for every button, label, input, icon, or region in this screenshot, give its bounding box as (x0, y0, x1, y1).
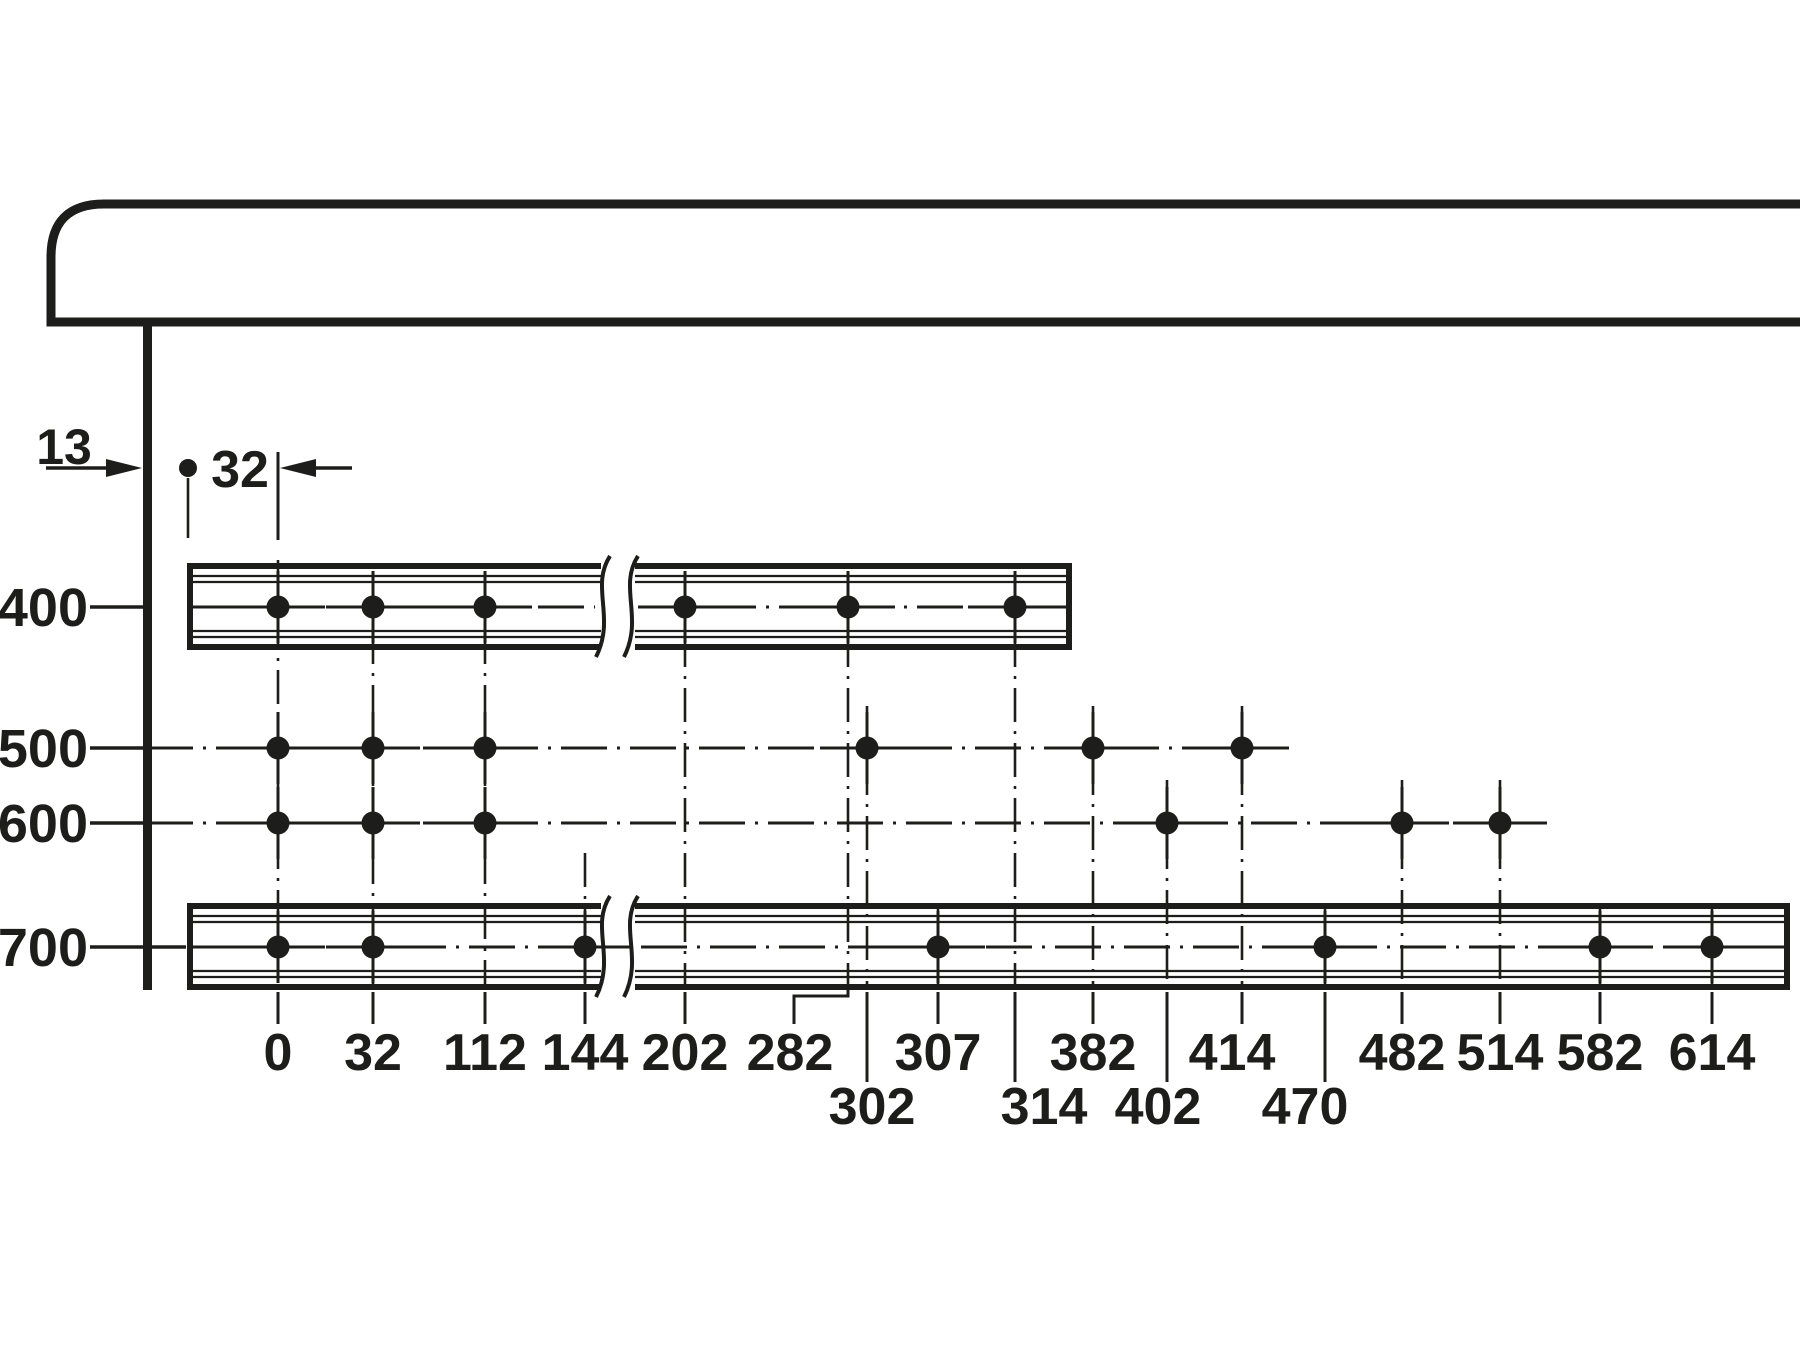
hole-dot-400-0 (266, 595, 290, 619)
hole-dot-600-112 (473, 811, 497, 835)
hole-dot-500-382 (1081, 736, 1105, 760)
hole-dot-700-470 (1313, 935, 1337, 959)
hole-dot-600-0 (266, 811, 290, 835)
column-jog-282 (792, 985, 850, 1024)
col-label-482: 482 (1359, 1024, 1446, 1082)
col-label-302: 302 (829, 1078, 916, 1136)
col-label-382: 382 (1050, 1024, 1137, 1082)
col-label-112: 112 (443, 1024, 527, 1082)
hole-dot-700-614 (1700, 935, 1724, 959)
hole-dot-700-582 (1588, 935, 1612, 959)
hole-dot-700-0 (266, 935, 290, 959)
col-label-144: 144 (542, 1024, 629, 1082)
hole-dot-600-32 (361, 811, 385, 835)
dim-32-arrowhead-left (280, 459, 316, 477)
hole-dot-400-314 (1003, 595, 1027, 619)
hole-dot-500-302 (855, 736, 879, 760)
hole-dot-400-202 (673, 595, 697, 619)
hole-dot-400-112 (473, 595, 497, 619)
col-label-282: 282 (747, 1024, 834, 1082)
row-label-500: 500 (0, 719, 88, 779)
col-label-202: 202 (642, 1024, 729, 1082)
rail-700-break-curve (594, 894, 612, 998)
row-label-600: 600 (0, 794, 88, 854)
col-label-414: 414 (1189, 1024, 1276, 1082)
col-label-0: 0 (264, 1024, 293, 1082)
rail-400-break-curve (622, 554, 640, 658)
hole-dot-700-307 (926, 935, 950, 959)
col-label-32: 32 (344, 1024, 402, 1082)
hole-dot-400-282 (836, 595, 860, 619)
col-label-314: 314 (1001, 1078, 1088, 1136)
rail-400-break-curve (594, 554, 612, 658)
col-label-582: 582 (1557, 1024, 1644, 1082)
col-label-470: 470 (1262, 1078, 1349, 1136)
hole-dot-700-144 (573, 935, 597, 959)
row-label-700: 700 (0, 918, 88, 978)
hole-dot-400-32 (361, 595, 385, 619)
rail-700-break-curve (622, 894, 640, 998)
cabinet-top-panel-outline (46, 199, 1800, 327)
row-label-400: 400 (0, 578, 88, 638)
col-label-402: 402 (1115, 1078, 1202, 1136)
dim-32-label: 32 (211, 441, 269, 499)
dim-hole-marker-dot (179, 459, 197, 477)
col-label-514: 514 (1457, 1024, 1544, 1082)
dim-13-arrowhead-right (106, 459, 142, 477)
hole-dot-500-32 (361, 736, 385, 760)
hole-dot-600-482 (1390, 811, 1414, 835)
col-label-614: 614 (1669, 1024, 1756, 1082)
hole-dot-700-32 (361, 935, 385, 959)
hole-dot-500-414 (1230, 736, 1254, 760)
hole-dot-500-112 (473, 736, 497, 760)
dim-13-label: 13 (36, 419, 92, 475)
hole-dot-500-0 (266, 736, 290, 760)
hole-dot-600-514 (1488, 811, 1512, 835)
col-label-307: 307 (895, 1024, 982, 1082)
hole-dot-600-402 (1155, 811, 1179, 835)
